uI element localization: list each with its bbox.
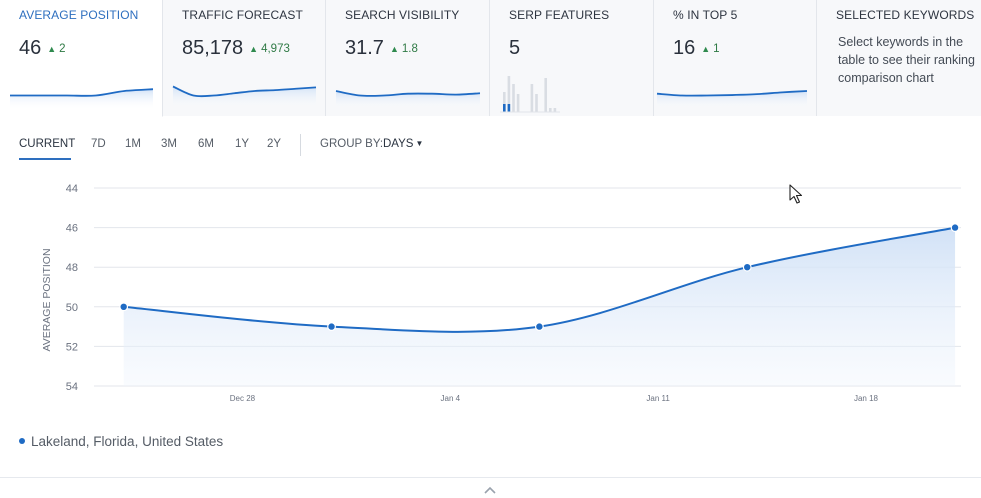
triangle-up-icon: ▲	[47, 44, 57, 54]
chevron-up-icon[interactable]	[482, 484, 498, 496]
sparkline-area	[10, 89, 153, 110]
legend-label: Lakeland, Florida, United States	[31, 434, 224, 449]
triangle-up-icon: ▲	[249, 44, 259, 54]
sparkline-line	[10, 88, 154, 97]
serp-features-bars	[500, 76, 560, 113]
card-title: SELECTED KEYWORDS	[836, 8, 975, 22]
card-value: 85,178 ▲ 4,973	[182, 37, 290, 60]
y-tick-label: 54	[66, 381, 78, 393]
card-help-text: Select keywords in the table to see thei…	[838, 35, 975, 85]
serp-bar	[512, 84, 515, 112]
card-value: 46 ▲ 2	[19, 37, 66, 60]
active-tab-underline	[19, 158, 71, 160]
card-delta: ▲ 1.8	[390, 43, 418, 55]
card-value-number: 85,178	[182, 37, 244, 59]
data-point[interactable]	[950, 223, 960, 232]
period-tab-current[interactable]: CURRENT	[19, 138, 76, 150]
sparkline-area	[657, 91, 807, 110]
card-title: SEARCH VISIBILITY	[345, 8, 460, 22]
x-tick-label: Jan 18	[854, 394, 879, 403]
card-delta-number: 2	[59, 43, 66, 55]
serp-bar	[516, 94, 520, 112]
card-traffic-forecast[interactable]: TRAFFIC FORECAST 85,178 ▲ 4,973	[163, 0, 326, 116]
serp-bar-owned	[507, 104, 511, 112]
serp-bar	[507, 76, 511, 112]
x-tick-label: Dec 28	[230, 394, 256, 403]
card-average-position[interactable]: AVERAGE POSITION 46 ▲ 2	[0, 0, 163, 117]
card-value-number: 16	[673, 37, 696, 59]
serp-bar	[553, 108, 557, 112]
legend-marker	[19, 438, 25, 444]
card-search-visibility[interactable]: SEARCH VISIBILITY 31.7 ▲ 1.8	[326, 0, 490, 116]
sparkline-line	[335, 90, 481, 97]
period-tab-1y[interactable]: 1Y	[235, 138, 250, 150]
group-by-label: GROUP BY:	[320, 138, 384, 150]
y-tick-label: 46	[66, 223, 78, 235]
serp-bar	[544, 78, 547, 112]
y-tick-label: 44	[66, 183, 78, 195]
sparkline-line	[656, 90, 808, 97]
x-tick-label: Jan 4	[441, 394, 461, 403]
card-delta: ▲ 2	[47, 43, 65, 55]
card-sparkline	[172, 85, 317, 110]
card-value: 5	[509, 37, 520, 60]
data-point[interactable]	[119, 302, 129, 312]
average-position-chart: 44 46 48 50 52 54 AVERAGE POSITION Dec 28 Jan 4 J…	[41, 183, 961, 403]
mouse-pointer-icon	[789, 184, 803, 204]
triangle-up-icon: ▲	[701, 44, 711, 54]
card-value-number: 46	[19, 37, 42, 59]
card-sparkline	[10, 88, 154, 110]
card-value-number: 31.7	[345, 37, 384, 59]
y-tick-label: 48	[66, 262, 78, 274]
card-sparkline	[656, 90, 808, 110]
card-in-top-5[interactable]: % IN TOP 5 16 ▲ 1	[654, 0, 817, 116]
x-tick-label: Jan 11	[646, 394, 670, 403]
period-tab-2y[interactable]: 2Y	[267, 138, 282, 150]
serp-bar	[530, 84, 534, 112]
serp-bar-owned	[503, 104, 506, 112]
period-tab-6m[interactable]: 6M	[198, 138, 214, 150]
period-toolbar: CURRENT 7D 1M 3M 6M 1Y 2Y GROUP BY: DAYS…	[0, 134, 981, 160]
card-value-number: 5	[509, 37, 521, 59]
card-delta-number: 4,973	[261, 43, 290, 55]
sparkline-line	[172, 85, 317, 98]
metrics-cards-row: AVERAGE POSITION 46 ▲ 2 TRAFFIC FORECAST 8…	[0, 0, 981, 117]
y-tick-label: 50	[66, 302, 78, 314]
serp-bar	[535, 94, 538, 112]
sparkline-area	[173, 86, 316, 110]
group-by-dropdown[interactable]: DAYS ▼	[383, 138, 423, 150]
card-delta-number: 1	[713, 43, 720, 55]
section-divider	[0, 477, 981, 478]
data-point[interactable]	[534, 322, 544, 332]
card-serp-features[interactable]: SERP FEATURES 5	[490, 0, 654, 116]
data-point[interactable]	[327, 322, 336, 332]
period-tab-1m[interactable]: 1M	[125, 138, 141, 150]
card-title: AVERAGE POSITION	[19, 8, 139, 22]
card-selected-keywords[interactable]: SELECTED KEYWORDS Select keywords in the…	[817, 0, 981, 116]
card-delta-number: 1.8	[401, 43, 418, 55]
triangle-up-icon: ▲	[389, 44, 399, 54]
card-sparkline	[335, 90, 481, 110]
card-delta: ▲ 1	[701, 43, 719, 55]
chart-legend[interactable]: Lakeland, Florida, United States	[19, 434, 223, 449]
card-title: SERP FEATURES	[509, 8, 610, 22]
toolbar-divider	[300, 134, 301, 156]
card-title: TRAFFIC FORECAST	[182, 8, 303, 22]
period-tab-7d[interactable]: 7D	[91, 138, 106, 150]
chevron-down-icon: ▼	[415, 139, 424, 148]
card-delta: ▲ 4,973	[249, 43, 290, 55]
card-value: 31.7 ▲ 1.8	[345, 37, 418, 60]
sparkline-area	[336, 91, 480, 110]
group-by-value: DAYS	[383, 138, 414, 150]
y-axis-label: AVERAGE POSITION	[41, 248, 53, 351]
serp-bar	[503, 92, 506, 112]
y-tick-label: 52	[66, 341, 78, 353]
period-tab-3m[interactable]: 3M	[161, 138, 177, 150]
data-point[interactable]	[742, 262, 752, 272]
serp-bar	[549, 108, 552, 112]
card-value: 16 ▲ 1	[673, 37, 720, 60]
card-title: % IN TOP 5	[673, 8, 738, 22]
